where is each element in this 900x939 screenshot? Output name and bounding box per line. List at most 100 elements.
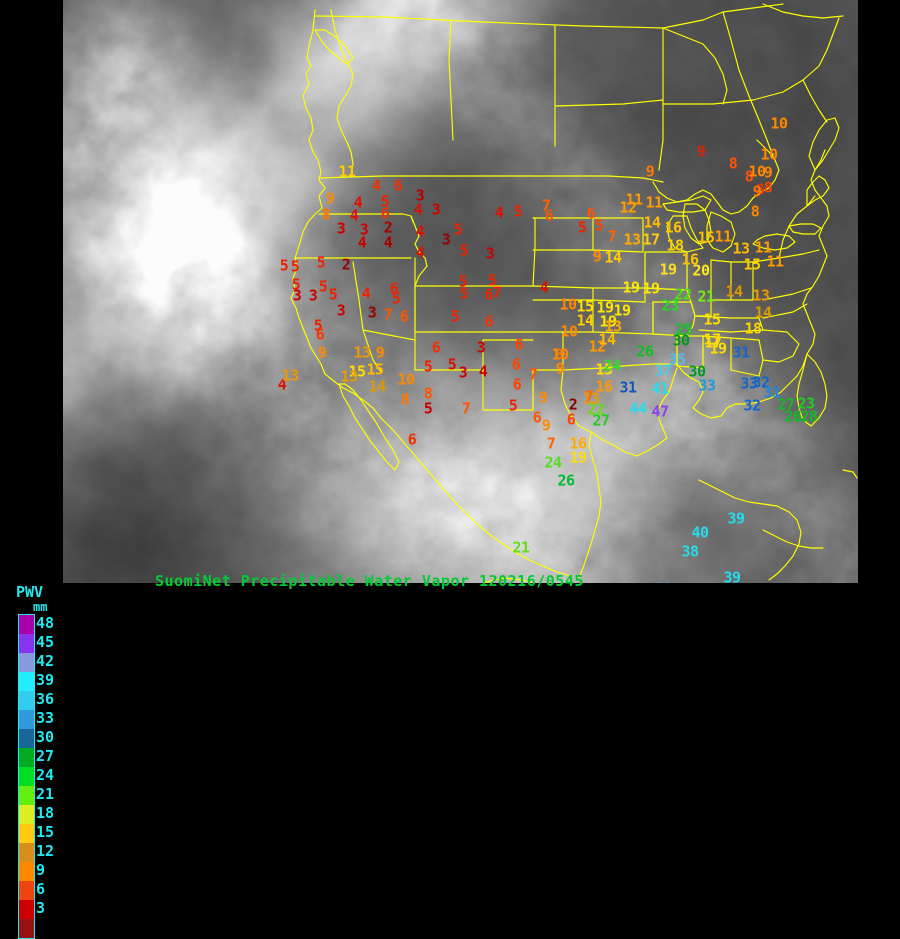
pwv-value: 32 bbox=[752, 373, 770, 392]
outline-canada-prov-4 bbox=[658, 27, 664, 171]
pwv-value: 10 bbox=[760, 145, 778, 164]
outline-ne-ks bbox=[592, 287, 646, 303]
pwv-value: 24 bbox=[544, 453, 562, 472]
pwv-value: 14 bbox=[725, 282, 743, 301]
pwv-value: 47 bbox=[651, 402, 669, 421]
pwv-value: 5 bbox=[447, 355, 457, 374]
colorbar-block-18 bbox=[19, 805, 34, 824]
pwv-value: 11 bbox=[714, 227, 732, 246]
pwv-value: 10 bbox=[748, 162, 766, 181]
colorbar-block-9 bbox=[19, 862, 34, 881]
pwv-value: 10 bbox=[559, 295, 577, 314]
pwv-value: 9 bbox=[696, 142, 706, 161]
pwv-value: 6 bbox=[315, 325, 325, 344]
pwv-value: 5 bbox=[328, 285, 338, 304]
pwv-value: 24 bbox=[603, 356, 621, 375]
outline-wy-south bbox=[414, 285, 534, 333]
colorbar-block-30 bbox=[19, 729, 34, 748]
pwv-value: 5 bbox=[450, 307, 460, 326]
pwv-value: 5 bbox=[458, 272, 468, 291]
outline-nv-az bbox=[362, 329, 416, 341]
pwv-value: 32 bbox=[743, 396, 761, 415]
pwv-value: 19 bbox=[622, 278, 640, 297]
pwv-value: 17 bbox=[642, 230, 660, 249]
pwv-value: 8 bbox=[728, 154, 738, 173]
pwv-value: 6 bbox=[544, 206, 554, 225]
pwv-value: 9 bbox=[317, 343, 327, 362]
pwv-value: 13 bbox=[281, 366, 299, 385]
pwv-value: 9 bbox=[538, 388, 548, 407]
pwv-value: 18 bbox=[744, 319, 762, 338]
outline-west-coast bbox=[290, 9, 382, 419]
pwv-value: 3 bbox=[336, 219, 346, 238]
pwv-value: 5 bbox=[487, 271, 497, 290]
pwv-value: 31 bbox=[732, 343, 750, 362]
outline-tx bbox=[560, 367, 678, 457]
pwv-value: 9 bbox=[645, 162, 655, 181]
colorbar-block-33 bbox=[19, 710, 34, 729]
colorbar-block-27 bbox=[19, 748, 34, 767]
pwv-value: 13 bbox=[604, 317, 622, 336]
colorbar-block-3 bbox=[19, 900, 34, 919]
pwv-value: 4 bbox=[277, 375, 287, 394]
outline-ia-mo bbox=[644, 287, 688, 291]
outline-co-ks bbox=[532, 299, 594, 333]
colorbar-label-30: 30 bbox=[36, 728, 55, 746]
pwv-value: 21 bbox=[512, 538, 530, 557]
outline-lake-michigan bbox=[682, 203, 712, 245]
pwv-value: 9 bbox=[752, 182, 762, 201]
pwv-value: 13 bbox=[353, 343, 371, 362]
pwv-value: 3 bbox=[476, 338, 486, 357]
pwv-value: 16 bbox=[681, 250, 699, 269]
pwv-value: 4 bbox=[539, 278, 549, 297]
outline-canada-nb bbox=[802, 79, 828, 123]
pwv-value: 6 bbox=[484, 285, 494, 304]
outline-nd-sd bbox=[592, 217, 644, 253]
pwv-value: 15 bbox=[697, 228, 715, 247]
colorbar-block-12 bbox=[19, 843, 34, 862]
pwv-value: 3 bbox=[441, 230, 451, 249]
colorbar-label-6: 6 bbox=[36, 880, 46, 898]
pwv-value: 9 bbox=[375, 343, 385, 362]
pwv-value: 39 bbox=[654, 581, 672, 583]
outline-canada-prov-3 bbox=[554, 99, 664, 107]
pwv-value: 44 bbox=[629, 399, 647, 418]
pwv-value: 5 bbox=[459, 241, 469, 260]
colorbar-block-6 bbox=[19, 881, 34, 900]
pwv-value: 11 bbox=[766, 252, 784, 271]
pwv-value: 5 bbox=[453, 220, 463, 239]
colorbar-block-45 bbox=[19, 634, 34, 653]
pwv-value: 3 bbox=[359, 220, 369, 239]
pwv-value: 41 bbox=[651, 379, 669, 398]
outline-mi-upper bbox=[662, 195, 712, 213]
pwv-value: 7 bbox=[461, 399, 471, 418]
pwv-value: 4 bbox=[371, 176, 381, 195]
pwv-value: 7 bbox=[492, 283, 502, 302]
colorbar-label-9: 9 bbox=[36, 861, 46, 879]
pwv-value: 30 bbox=[672, 331, 690, 350]
outline-caribbean-isles bbox=[842, 469, 858, 479]
pwv-value: 14 bbox=[598, 330, 616, 349]
pwv-value: 6 bbox=[380, 204, 390, 223]
outline-mexico-border-south bbox=[482, 577, 536, 583]
pwv-value: 7 bbox=[607, 227, 617, 246]
colorbar-label-48: 48 bbox=[36, 614, 55, 632]
pwv-value: 16 bbox=[569, 434, 587, 453]
pwv-value: 3 bbox=[431, 200, 441, 219]
pwv-value: 27 bbox=[777, 395, 795, 414]
colorbar-label-12: 12 bbox=[36, 842, 55, 860]
pwv-value: 13 bbox=[623, 230, 641, 249]
pwv-value: 5 bbox=[391, 289, 401, 308]
pwv-value: 5 bbox=[459, 284, 469, 303]
pwv-value: 7 bbox=[541, 196, 551, 215]
pwv-value: 38 bbox=[681, 542, 699, 561]
pwv-value: 9 bbox=[325, 189, 335, 208]
pwv-value: 5 bbox=[313, 316, 323, 335]
outline-gulf-coast bbox=[676, 353, 808, 419]
pwv-value: 15 bbox=[576, 297, 594, 316]
pwv-value: 16 bbox=[595, 377, 613, 396]
pwv-value: 7 bbox=[584, 387, 594, 406]
pwv-value: 26 bbox=[784, 407, 802, 426]
pwv-value: 22 bbox=[674, 285, 692, 304]
pwv-value: 4 bbox=[478, 362, 488, 381]
